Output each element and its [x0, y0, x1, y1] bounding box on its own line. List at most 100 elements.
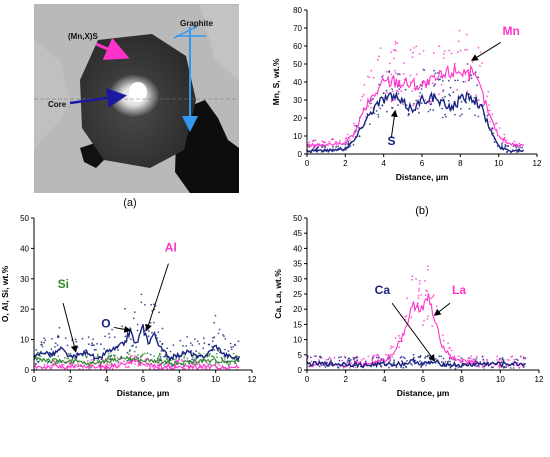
scatter-point-o	[54, 342, 57, 344]
x-tick-label: 0	[305, 159, 310, 168]
scatter-point-mn	[331, 138, 334, 141]
scatter-point-si	[56, 362, 59, 364]
scatter-point-si	[160, 362, 163, 365]
scatter-point-si	[183, 355, 186, 358]
micrograph-panel: Graphite (Mn,X)S Core (a)	[34, 4, 239, 209]
scatter-point-mn	[361, 95, 364, 98]
scatter-point-la	[424, 294, 427, 297]
scatter-point-la	[476, 355, 478, 358]
scatter-point-mn	[418, 53, 421, 55]
scatter-point-ca	[406, 360, 408, 362]
scatter-point-s	[420, 102, 423, 104]
scatter-point-s	[308, 146, 310, 148]
scatter-point-s	[420, 88, 423, 90]
scatter-point-si	[57, 355, 60, 358]
scatter-point-s	[382, 92, 385, 95]
x-tick-label: 8	[459, 375, 464, 384]
scatter-point-o	[93, 348, 96, 351]
scatter-point-si	[206, 356, 209, 358]
scatter-point-o	[169, 350, 172, 353]
scatter-point-la	[389, 358, 392, 361]
scatter-point-mn	[442, 52, 445, 55]
scatter-point-ca	[457, 366, 460, 369]
scatter-point-la	[430, 297, 432, 300]
scatter-point-s	[486, 114, 489, 117]
scatter-point-mn	[412, 104, 415, 107]
scatter-point-ca	[517, 359, 519, 362]
scatter-point-si	[63, 356, 66, 359]
scatter-point-la	[325, 359, 328, 361]
scatter-point-la	[522, 362, 525, 365]
scatter-point-s	[506, 150, 509, 153]
annotation-arrow	[470, 41, 501, 61]
annotation-arrow	[390, 109, 398, 138]
scatter-point-ca	[460, 357, 463, 359]
scatter-point-o	[109, 355, 112, 358]
annotation-arrow	[62, 302, 78, 353]
scatter-point-o	[100, 343, 102, 346]
scatter-point-o	[54, 346, 56, 348]
scatter-point-si	[212, 355, 215, 358]
scatter-point-si	[166, 358, 169, 361]
scatter-point-ca	[435, 358, 437, 360]
scatter-point-la	[498, 366, 501, 369]
scatter-point-al	[166, 368, 169, 370]
x-tick-label: 8	[458, 159, 463, 168]
scatter-point-si	[85, 356, 88, 359]
scatter-point-mn	[418, 95, 421, 98]
scatter-point-ca	[327, 358, 330, 361]
scatter-point-mn	[456, 88, 458, 91]
scatter-point-si	[192, 363, 195, 366]
scatter-point-o	[211, 340, 214, 343]
scatter-point-mn	[308, 141, 311, 144]
scatter-point-al	[180, 358, 183, 361]
scatter-point-mn	[494, 123, 497, 125]
scatter-point-la	[481, 365, 484, 368]
scatter-point-ca	[349, 359, 352, 361]
scatter-point-la	[371, 358, 374, 361]
scatter-point-o	[208, 343, 211, 346]
scatter-point-mn	[323, 141, 326, 144]
scatter-point-mn	[388, 62, 391, 65]
scatter-point-mn	[409, 74, 412, 77]
scatter-point-si	[90, 366, 93, 369]
scatter-point-ca	[404, 357, 406, 360]
scatter-point-si	[194, 357, 197, 360]
scatter-point-s	[381, 104, 384, 107]
scatter-point-o	[129, 338, 132, 341]
scatter-point-mn	[402, 72, 405, 75]
scatter-point-al	[177, 359, 180, 362]
scatter-point-la	[506, 358, 509, 361]
scatter-point-la	[313, 355, 316, 357]
scatter-point-s	[388, 70, 391, 72]
scatter-point-al	[139, 364, 142, 367]
scatter-point-o	[121, 325, 124, 328]
scatter-point-si	[156, 359, 159, 361]
scatter-point-o	[51, 338, 53, 340]
scatter-point-la	[458, 355, 460, 358]
scatter-point-mn	[458, 29, 461, 32]
scatter-point-ca	[454, 367, 457, 370]
scatter-point-s	[416, 107, 419, 110]
y-tick-label: 35	[293, 260, 302, 269]
scatter-point-o	[196, 340, 199, 343]
scatter-point-s	[449, 94, 451, 97]
x-axis-title: Distance, µm	[396, 172, 449, 182]
scatter-point-ca	[505, 366, 508, 368]
scatter-point-la	[417, 294, 420, 297]
scatter-point-mn	[382, 74, 385, 77]
scatter-point-la	[406, 297, 408, 300]
scatter-point-s	[442, 89, 445, 92]
scatter-point-s	[418, 111, 420, 114]
scatter-point-si	[96, 353, 99, 356]
scatter-point-ca	[377, 356, 380, 359]
scatter-point-o	[117, 361, 120, 364]
scatter-point-o	[140, 301, 143, 304]
scatter-point-o	[113, 336, 116, 338]
scatter-point-o	[224, 348, 227, 351]
scatter-point-mn	[394, 69, 396, 72]
x-tick-label: 10	[496, 375, 505, 384]
scatter-point-ca	[449, 366, 452, 369]
scatter-point-la	[375, 353, 378, 356]
scatter-point-mn	[440, 83, 443, 86]
